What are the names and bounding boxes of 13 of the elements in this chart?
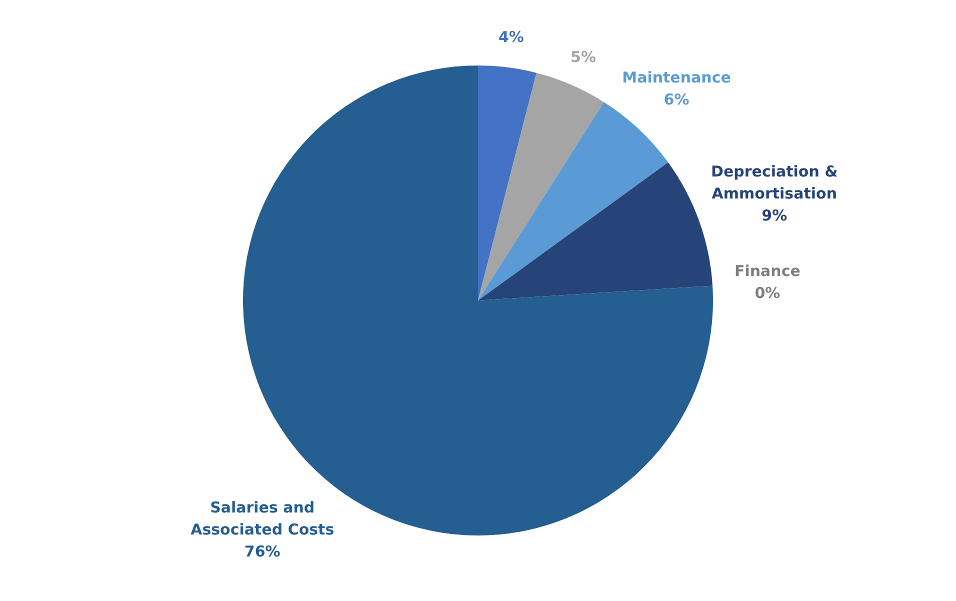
pie-slice [478, 72, 604, 300]
pie-slice [478, 162, 713, 300]
text: 0% [754, 284, 780, 302]
pie-slice [478, 66, 536, 300]
slice-label: Maintenance [622, 68, 731, 87]
data-label: 6% [664, 90, 690, 109]
category-label: Finance [734, 262, 800, 280]
data-label: 9% [762, 206, 788, 224]
data-label: 76% [244, 542, 280, 561]
slice-label: Salaries and Associated Costs [190, 498, 334, 539]
data-label: 4% [498, 28, 524, 46]
data-label: 5% [570, 48, 596, 66]
slice-label: Depreciation & Ammortisation [711, 162, 838, 202]
